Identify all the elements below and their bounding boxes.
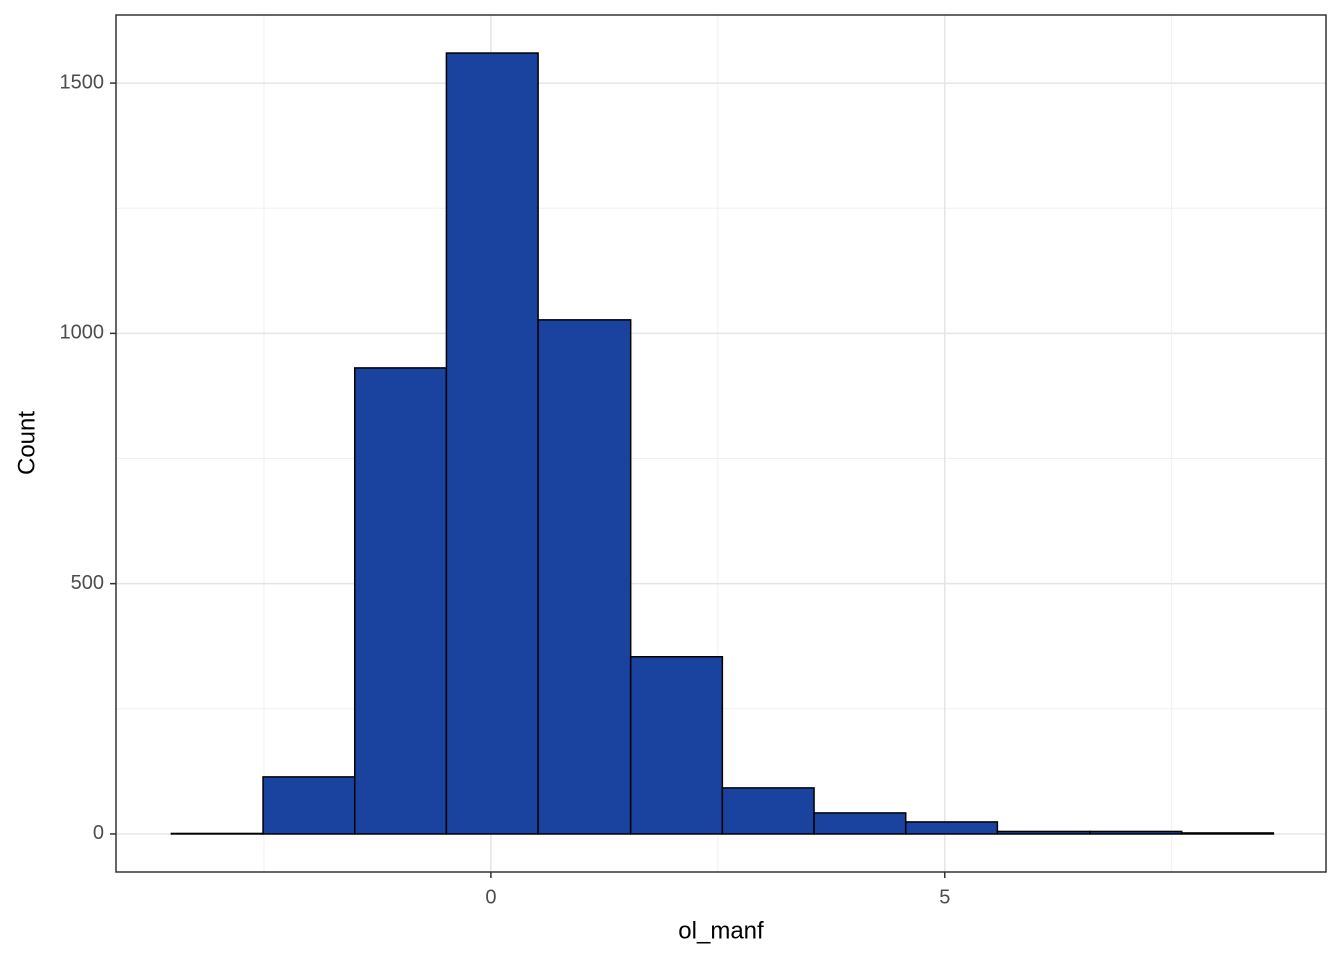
x-tick-label: 0 — [485, 886, 496, 908]
bar — [445, 52, 539, 835]
bar — [996, 830, 1091, 835]
x-tick-label: 5 — [939, 886, 950, 908]
bar — [629, 655, 724, 835]
bar — [721, 787, 815, 835]
y-tick-label: 500 — [71, 572, 104, 594]
bar — [904, 821, 999, 835]
bar — [537, 319, 632, 835]
plot-border — [115, 14, 1327, 873]
bar — [1089, 830, 1183, 835]
y-tick-label: 1500 — [60, 71, 105, 93]
y-tick-label: 1000 — [60, 322, 105, 344]
x-axis-title: ol_manf — [678, 917, 764, 944]
bar — [813, 812, 907, 835]
y-axis-title: Count — [13, 411, 40, 475]
bar — [1180, 832, 1275, 835]
bar — [170, 832, 264, 835]
y-tick-label: 0 — [93, 822, 104, 844]
bar — [262, 776, 356, 835]
bar — [353, 367, 448, 835]
